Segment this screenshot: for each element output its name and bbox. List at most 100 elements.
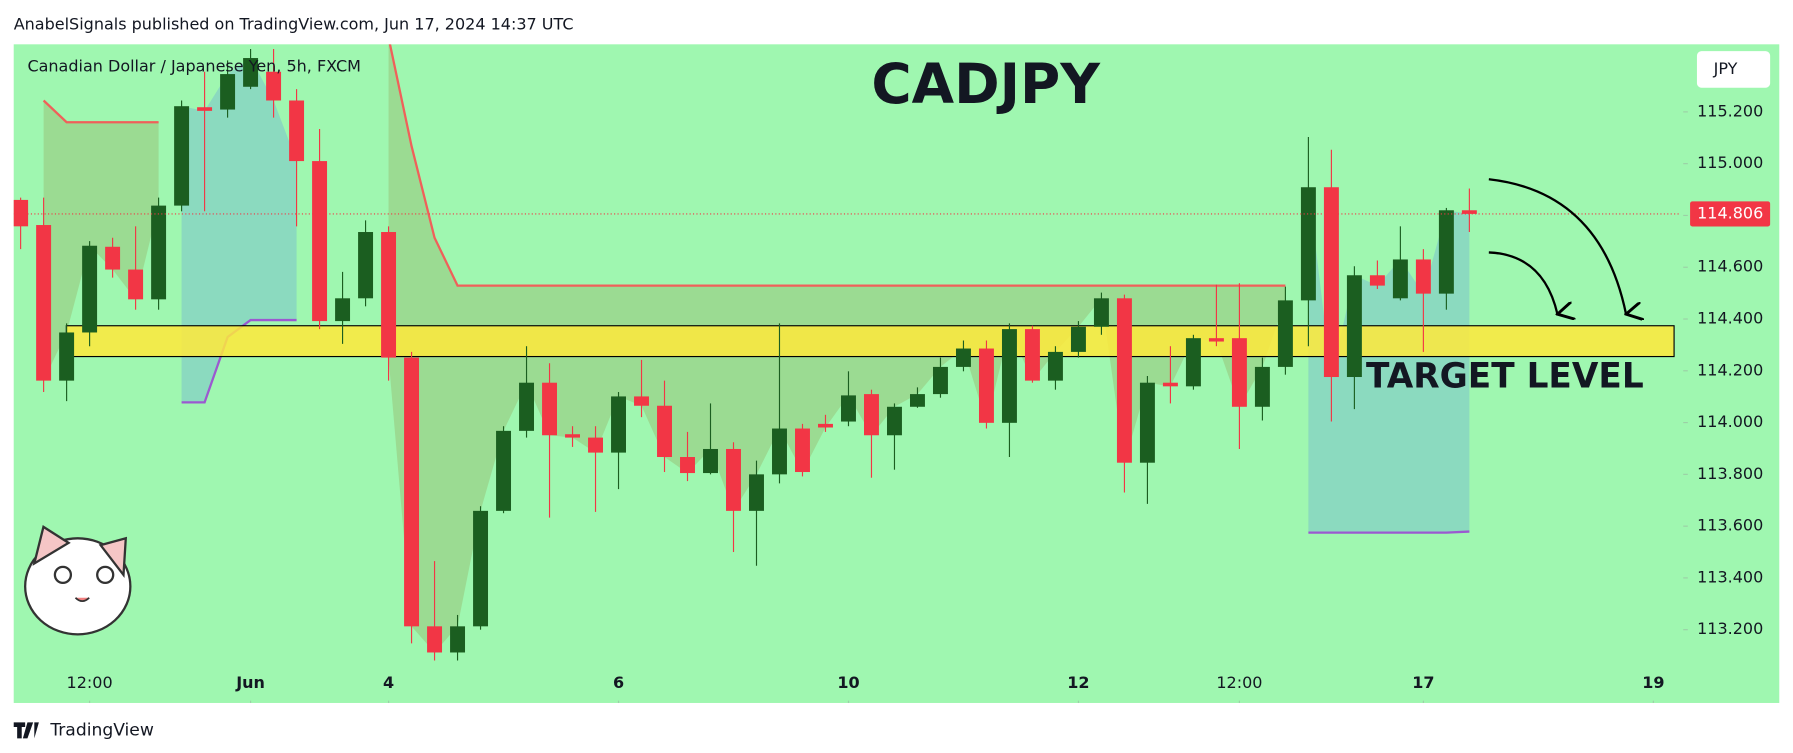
candle-body [565, 434, 581, 438]
candle-body [1024, 329, 1040, 381]
candle-body [1277, 300, 1293, 367]
candle-body [289, 100, 305, 162]
candle-body [680, 457, 695, 474]
candle-body [243, 58, 259, 87]
candle-body [1438, 210, 1454, 294]
candle-body [1001, 329, 1017, 423]
y-tick-label: 115.200 [1697, 101, 1763, 120]
candle-body [909, 394, 925, 407]
y-tick-label: 114.000 [1697, 412, 1763, 431]
candle-body [496, 430, 512, 511]
sticker [24, 525, 132, 636]
candle-body [36, 225, 52, 381]
candle-body [932, 366, 948, 395]
candle-body [1070, 326, 1086, 352]
x-tick-label: 4 [383, 673, 394, 692]
indicator-fill [43, 100, 159, 381]
x-tick-label: 12:00 [67, 673, 113, 692]
x-tick-label: 10 [837, 673, 859, 692]
y-tick-label: 113.600 [1697, 516, 1763, 535]
brand-name: TradingView [49, 720, 154, 740]
publisher-header: AnabelSignals published on TradingView.c… [14, 14, 574, 33]
x-tick-label: 19 [1642, 673, 1664, 692]
x-tick-label: 17 [1412, 673, 1434, 692]
y-tick-label: 115.000 [1697, 153, 1763, 172]
candle-body [841, 395, 856, 422]
currency-button-label[interactable]: JPY [1713, 59, 1738, 78]
candle-body [174, 106, 190, 206]
candle-body [519, 382, 535, 431]
target-annotation: TARGET LEVEL [1366, 357, 1644, 397]
candle-body [1208, 338, 1224, 342]
x-tick-label: 12 [1067, 673, 1089, 692]
arrow [1488, 178, 1626, 314]
candle-body [1162, 382, 1178, 387]
candle-body [1369, 275, 1385, 286]
candle-body [13, 199, 29, 227]
candle-body [1139, 382, 1155, 463]
candle-body [588, 437, 603, 453]
candle-body [726, 448, 741, 511]
indicator-line [42, 44, 1286, 287]
candle-body [611, 396, 626, 453]
candle-body [404, 357, 420, 627]
candle-body [1323, 187, 1339, 378]
x-tick-label: 6 [613, 673, 624, 692]
candle-body [542, 382, 558, 436]
candle-body [450, 626, 466, 653]
candle-body [795, 428, 810, 473]
candle-body [1346, 275, 1362, 378]
brand-logo [13, 722, 39, 739]
candle-body [864, 394, 879, 436]
indicator-fill [181, 58, 297, 403]
candle-body [197, 107, 213, 111]
plot-area [13, 44, 1681, 661]
chart-background [13, 44, 1780, 703]
candle-body [1093, 298, 1109, 327]
x-tick-label: 12:00 [1216, 673, 1262, 692]
candle-body [1254, 366, 1270, 407]
candle-body [657, 405, 672, 458]
candle-body [1300, 187, 1316, 301]
candle-body [335, 298, 351, 322]
candle-body [703, 448, 718, 474]
candle-body [473, 510, 489, 627]
candle-body [312, 161, 328, 322]
candle-body [1047, 351, 1063, 381]
y-tick-label: 113.200 [1697, 619, 1763, 638]
candle-body [1392, 259, 1408, 299]
y-tick-label: 113.800 [1697, 464, 1763, 483]
candle-body [772, 428, 787, 475]
candle-body [128, 269, 144, 300]
candle-body [1415, 259, 1431, 294]
candle-body [1231, 338, 1247, 407]
candle-body [955, 348, 971, 367]
y-tick-label: 114.600 [1697, 257, 1763, 276]
candle-body [427, 626, 443, 653]
candle-body [220, 74, 236, 110]
candle-body [634, 396, 649, 406]
last-price-label: 114.806 [1697, 203, 1763, 222]
candle-body [1461, 210, 1477, 214]
currency-button[interactable] [1696, 51, 1771, 88]
last-price-box [1690, 201, 1771, 227]
candle-body [818, 423, 833, 428]
target-zone [65, 325, 1675, 358]
candle-body [59, 332, 75, 381]
candle-body [886, 406, 902, 436]
candle-body [151, 205, 167, 300]
candle-body [978, 348, 994, 423]
candle-body [749, 474, 764, 511]
candle-body [381, 232, 397, 358]
overlay: 113.200 113.400 113.600 113.800 114.000 114.2… [67, 101, 1771, 703]
candle-body [358, 232, 374, 299]
chart-subtitle: Canadian Dollar / Japanese Yen, 5h, FXCM [27, 57, 361, 76]
y-tick-label: 114.200 [1697, 360, 1763, 379]
candle-body [1185, 338, 1201, 387]
candle-body [266, 71, 282, 101]
chart-title: CADJPY [871, 52, 1101, 116]
y-tick-label: 113.400 [1697, 567, 1763, 586]
candle-body [1116, 298, 1132, 463]
